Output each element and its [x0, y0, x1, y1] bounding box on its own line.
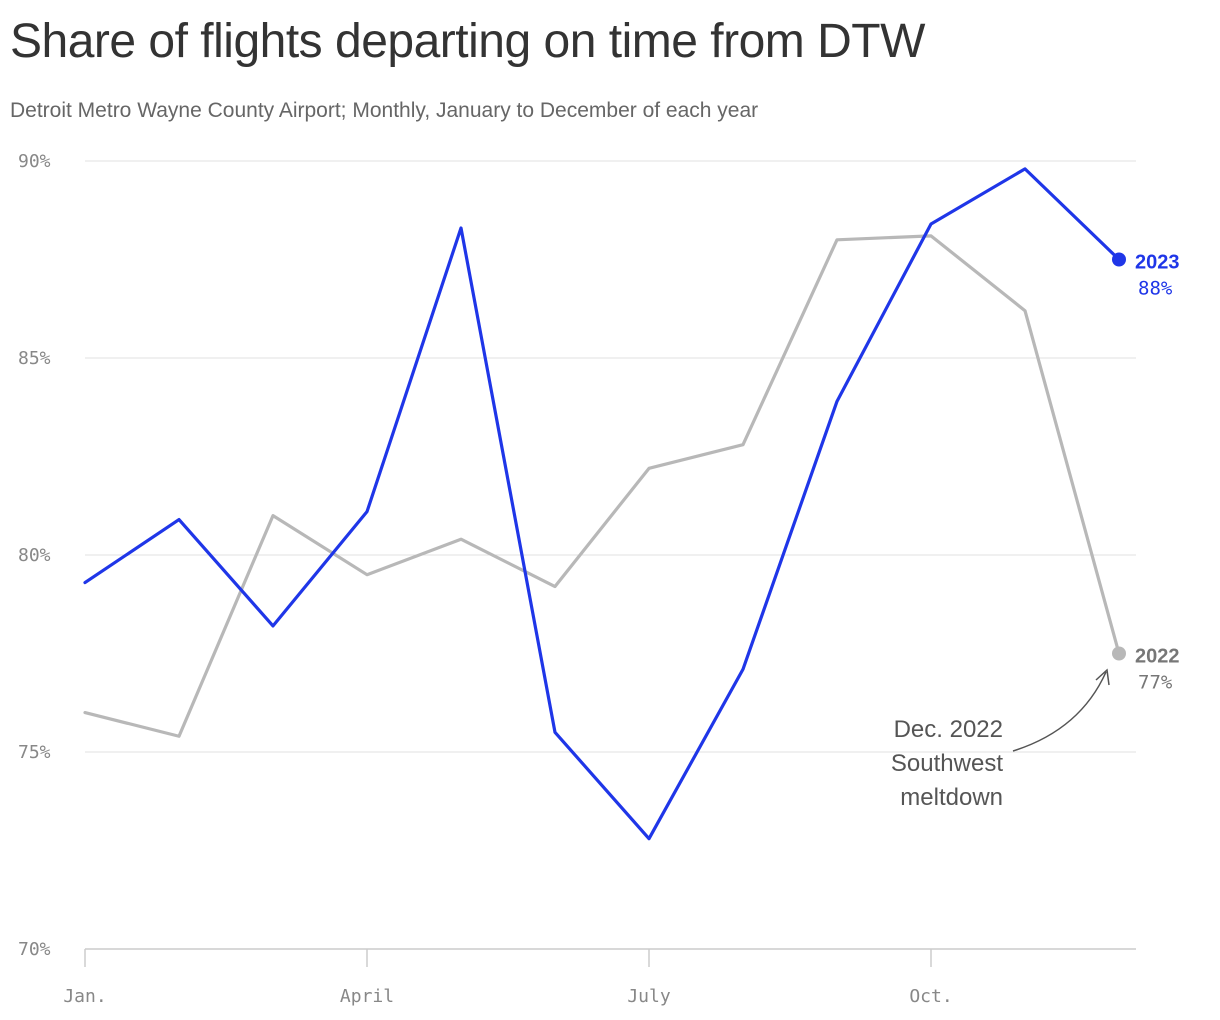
y-tick-label: 75%	[18, 742, 51, 763]
y-axis-ticks: 70% 75% 80% 85% 90%	[18, 151, 51, 960]
annotation: Dec. 2022 Southwest meltdown	[891, 668, 1110, 811]
series-value-2023: 88%	[1138, 278, 1173, 300]
y-tick-label: 70%	[18, 939, 51, 960]
x-axis-ticks: Jan. April July Oct.	[63, 949, 953, 1007]
annotation-text-line: Dec. 2022	[894, 716, 1003, 743]
series-endpoint-2023	[1112, 252, 1126, 267]
y-tick-label: 85%	[18, 348, 51, 369]
series-endpoint-2022	[1112, 646, 1126, 661]
series-value-2022: 77%	[1138, 672, 1173, 694]
gridlines	[85, 160, 1136, 950]
series-label-2023: 2023	[1135, 252, 1180, 274]
chart-title: Share of flights departing on time from …	[10, 15, 925, 68]
chart-subtitle: Detroit Metro Wayne County Airport; Mont…	[10, 99, 759, 122]
series-line-2023	[83, 167, 1121, 841]
end-labels: 2022 77% 2023 88%	[1112, 252, 1180, 694]
x-tick-label: April	[340, 986, 394, 1007]
annotation-arrowhead	[1095, 668, 1110, 686]
x-tick-label: Oct.	[909, 986, 952, 1007]
series-label-2022: 2022	[1135, 646, 1180, 668]
x-tick-label: Jan.	[63, 986, 106, 1007]
series-line-2022	[83, 234, 1121, 738]
y-tick-label: 80%	[18, 545, 51, 566]
y-tick-label: 90%	[18, 151, 51, 172]
series-lines	[83, 167, 1121, 841]
annotation-arrow	[1012, 671, 1107, 752]
annotation-text-line: meltdown	[900, 784, 1003, 811]
annotation-text-line: Southwest	[891, 750, 1003, 777]
x-tick-label: July	[627, 986, 671, 1007]
